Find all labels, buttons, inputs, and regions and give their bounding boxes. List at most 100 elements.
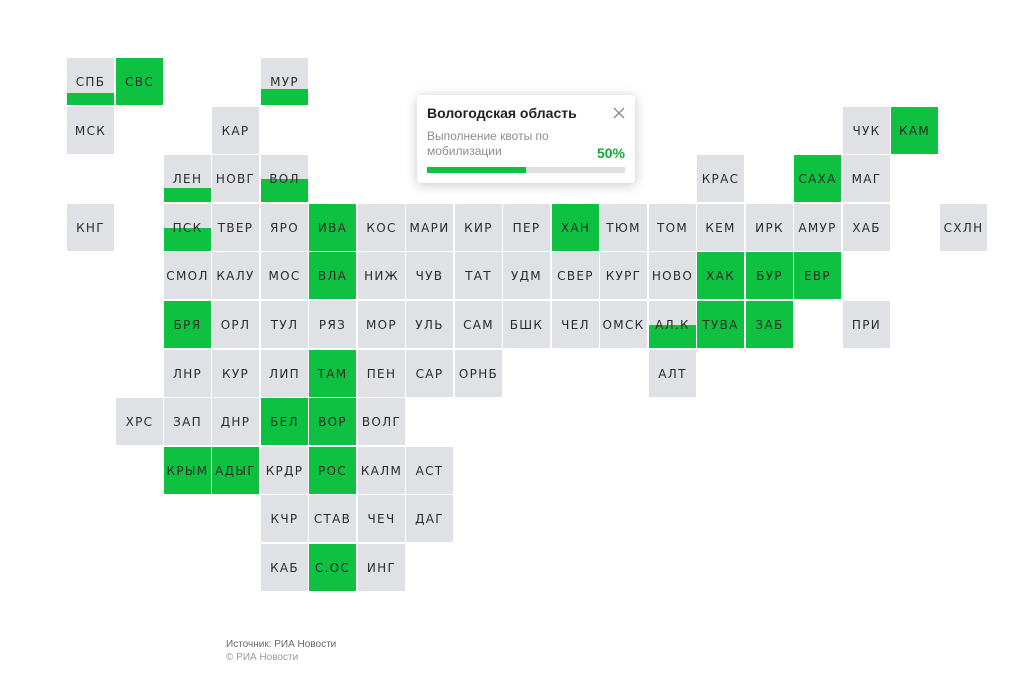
region-tile[interactable]: БШК	[503, 301, 550, 348]
region-tile[interactable]: КРДР	[261, 447, 308, 494]
region-code-label: МОР	[366, 317, 397, 332]
region-code-label: БРЯ	[173, 317, 202, 332]
region-tile[interactable]: ТВЕР	[212, 204, 259, 251]
region-tile[interactable]: ТУВА	[697, 301, 744, 348]
region-tile[interactable]: СВЕР	[552, 252, 599, 299]
region-tile[interactable]: МСК	[67, 107, 114, 154]
region-tile[interactable]: ВЛА	[309, 252, 356, 299]
region-tile[interactable]: АМУР	[794, 204, 841, 251]
region-tile[interactable]: КРАС	[697, 155, 744, 202]
region-tile[interactable]: ЛЕН	[164, 155, 211, 202]
region-tile[interactable]: ЛИП	[261, 350, 308, 397]
region-tile[interactable]: УЛЬ	[406, 301, 453, 348]
region-tile[interactable]: САМ	[455, 301, 502, 348]
region-tile[interactable]: ЧУК	[843, 107, 890, 154]
region-tile[interactable]: МОР	[358, 301, 405, 348]
region-tile[interactable]: КАБ	[261, 544, 308, 591]
region-tile[interactable]: КНГ	[67, 204, 114, 251]
region-code-label: ОРНБ	[458, 366, 499, 381]
region-tile[interactable]: ВОЛГ	[358, 398, 405, 445]
region-tile[interactable]: ОРЛ	[212, 301, 259, 348]
region-tile[interactable]: АДЫГ	[212, 447, 259, 494]
region-tile[interactable]: ИВА	[309, 204, 356, 251]
region-tile[interactable]: ТАТ	[455, 252, 502, 299]
region-tile[interactable]: ПЕР	[503, 204, 550, 251]
region-tile[interactable]: КУРГ	[600, 252, 647, 299]
region-tile[interactable]: ВОР	[309, 398, 356, 445]
region-code-label: КРАС	[701, 171, 740, 186]
region-tile[interactable]: ХРС	[116, 398, 163, 445]
region-tile[interactable]: КРЫМ	[164, 447, 211, 494]
region-tile[interactable]: ИРК	[746, 204, 793, 251]
region-tile[interactable]: ПЕН	[358, 350, 405, 397]
region-quota-fill	[697, 301, 744, 348]
region-tile[interactable]: КАЛУ	[212, 252, 259, 299]
region-tile[interactable]: ХАБ	[843, 204, 890, 251]
region-tile[interactable]: АЛ.К	[649, 301, 696, 348]
region-tile[interactable]: ЧЕЧ	[358, 495, 405, 542]
region-tile[interactable]: ТУЛ	[261, 301, 308, 348]
region-tile[interactable]: МАРИ	[406, 204, 453, 251]
region-code-label: МУР	[270, 74, 299, 89]
region-tile[interactable]: ЧЕЛ	[552, 301, 599, 348]
region-tile[interactable]: НИЖ	[358, 252, 405, 299]
region-tile[interactable]: АЛТ	[649, 350, 696, 397]
region-tile[interactable]: КОС	[358, 204, 405, 251]
region-tile[interactable]: ОМСК	[600, 301, 647, 348]
region-tile[interactable]: С.ОС	[309, 544, 356, 591]
region-tile[interactable]: СВС	[116, 58, 163, 105]
region-tile[interactable]: ПСК	[164, 204, 211, 251]
region-tile[interactable]: МОС	[261, 252, 308, 299]
region-tile[interactable]: УДМ	[503, 252, 550, 299]
region-quota-fill	[309, 350, 356, 397]
region-tile[interactable]: ТЮМ	[600, 204, 647, 251]
region-tile[interactable]: СМОЛ	[164, 252, 211, 299]
region-tile[interactable]: КАЛМ	[358, 447, 405, 494]
region-tile[interactable]: КЕМ	[697, 204, 744, 251]
region-code-label: НИЖ	[364, 268, 399, 283]
region-tile[interactable]: ДАГ	[406, 495, 453, 542]
region-tile[interactable]: КИР	[455, 204, 502, 251]
region-tile[interactable]: СТАВ	[309, 495, 356, 542]
region-tile[interactable]: АСТ	[406, 447, 453, 494]
region-tile[interactable]: СХЛН	[940, 204, 987, 251]
region-tile[interactable]: МАГ	[843, 155, 890, 202]
region-tile[interactable]: МУР	[261, 58, 308, 105]
region-tile[interactable]: ТАМ	[309, 350, 356, 397]
region-tile[interactable]: САХА	[794, 155, 841, 202]
region-tile[interactable]: ЕВР	[794, 252, 841, 299]
region-tile[interactable]: КУР	[212, 350, 259, 397]
region-tile[interactable]: ЛНР	[164, 350, 211, 397]
region-tile[interactable]: ЯРО	[261, 204, 308, 251]
region-tile[interactable]: КАР	[212, 107, 259, 154]
region-tile[interactable]: РОС	[309, 447, 356, 494]
region-tile[interactable]: БЕЛ	[261, 398, 308, 445]
region-tile[interactable]: ЗАП	[164, 398, 211, 445]
region-tile[interactable]: РЯЗ	[309, 301, 356, 348]
region-tile[interactable]: СПБ	[67, 58, 114, 105]
region-tile[interactable]: ОРНБ	[455, 350, 502, 397]
region-code-label: СВС	[125, 74, 154, 89]
region-tile[interactable]: ДНР	[212, 398, 259, 445]
region-tile[interactable]: ТОМ	[649, 204, 696, 251]
region-tile[interactable]: ИНГ	[358, 544, 405, 591]
region-tile[interactable]: КЧР	[261, 495, 308, 542]
region-tile[interactable]: ПРИ	[843, 301, 890, 348]
region-tile[interactable]: САР	[406, 350, 453, 397]
region-tile[interactable]: БРЯ	[164, 301, 211, 348]
region-tile[interactable]: ЧУВ	[406, 252, 453, 299]
region-tile[interactable]: НОВО	[649, 252, 696, 299]
region-tile[interactable]: КАМ	[891, 107, 938, 154]
close-icon[interactable]	[611, 105, 627, 121]
region-code-label: ОРЛ	[220, 317, 251, 332]
region-code-label: САМ	[463, 317, 494, 332]
region-code-label: РЯЗ	[318, 317, 347, 332]
region-tile[interactable]: НОВГ	[212, 155, 259, 202]
region-tile[interactable]: ВОЛ	[261, 155, 308, 202]
region-tile[interactable]: БУР	[746, 252, 793, 299]
region-tile[interactable]: ХАК	[697, 252, 744, 299]
region-tile[interactable]: ЗАБ	[746, 301, 793, 348]
region-code-label: НОВГ	[215, 171, 256, 186]
region-tile[interactable]: ХАН	[552, 204, 599, 251]
region-code-label: ВОЛ	[269, 171, 300, 186]
